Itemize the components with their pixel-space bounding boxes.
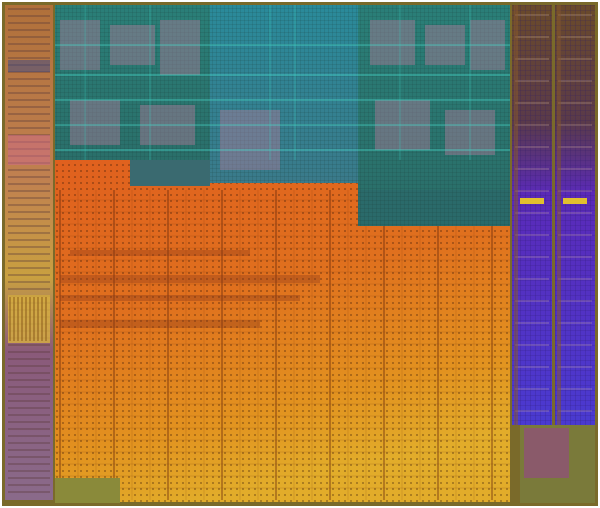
cache-details <box>55 5 510 170</box>
core-grid-lines <box>55 190 510 500</box>
right-stripe-details <box>514 5 592 425</box>
bottom-left-block <box>55 478 120 503</box>
left-io-column <box>5 5 53 500</box>
pink-subblock-left <box>130 160 210 186</box>
left-io-stripes <box>8 8 50 493</box>
bottom-right-pink <box>524 428 569 478</box>
